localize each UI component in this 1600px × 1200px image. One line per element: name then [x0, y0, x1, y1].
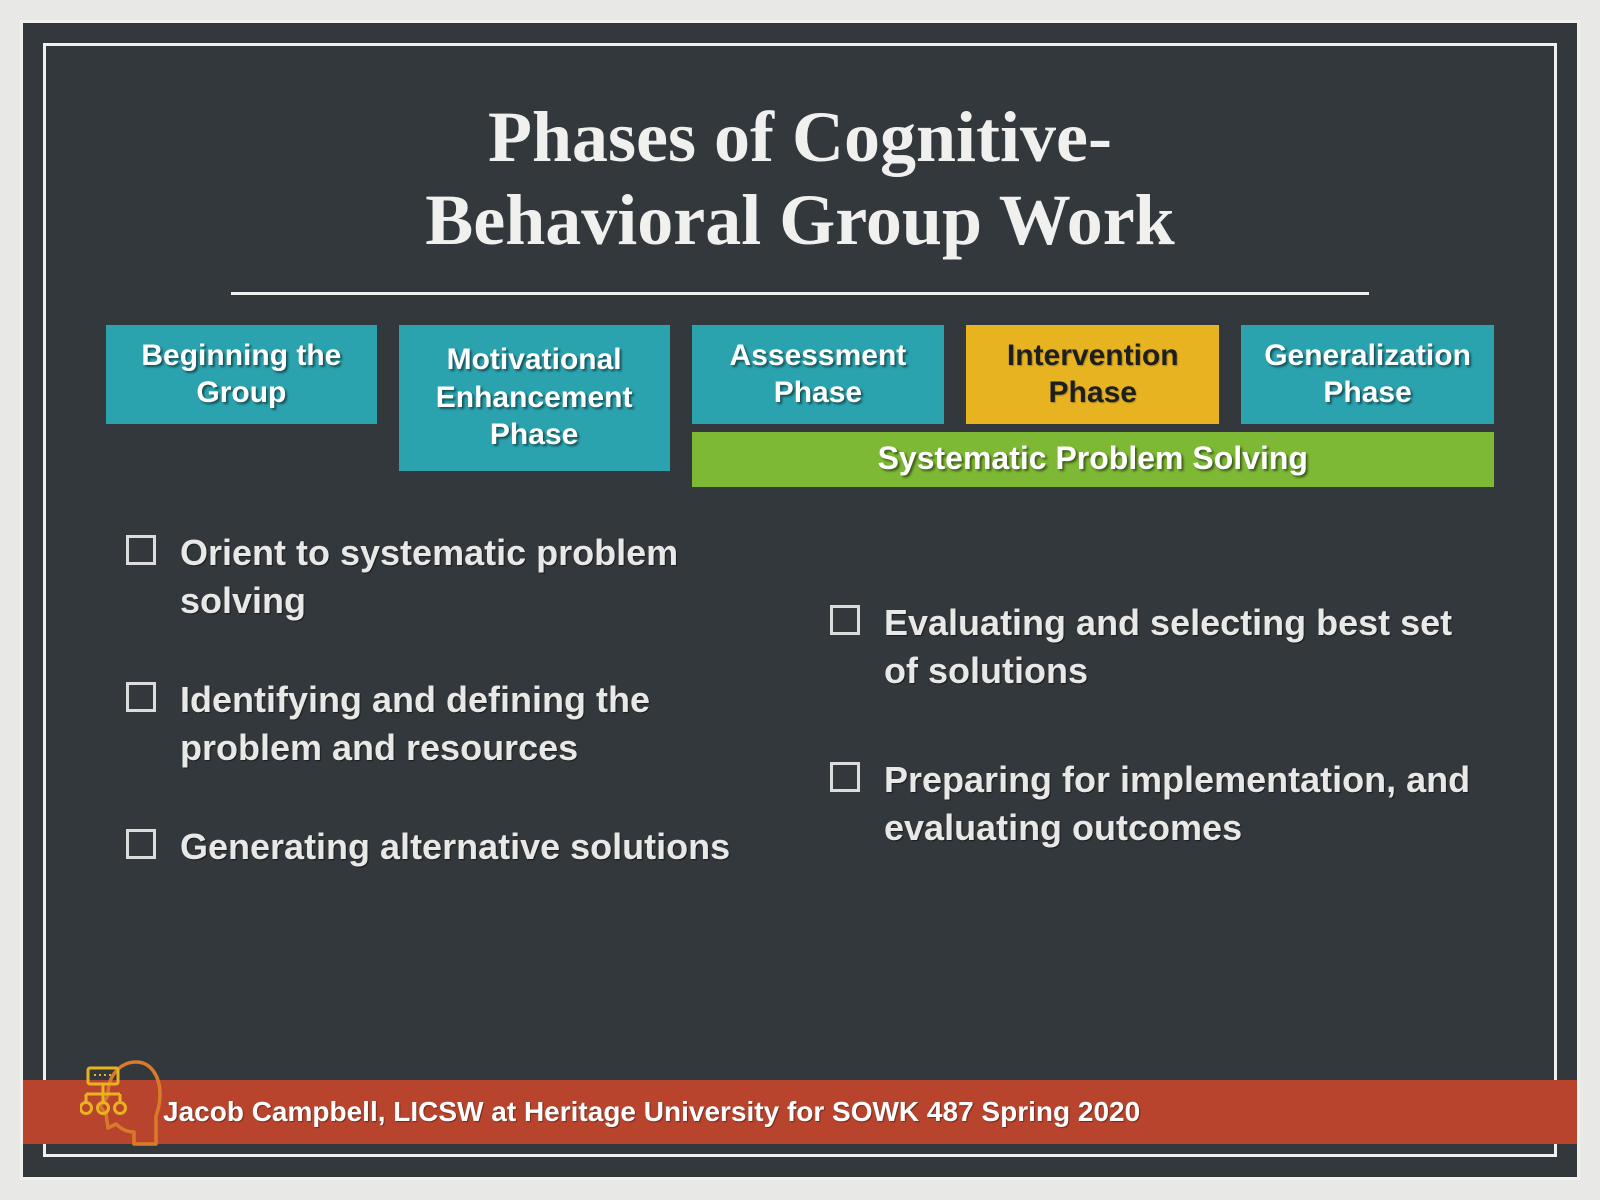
- checkbox-icon: [126, 682, 156, 712]
- check-item: Generating alternative solutions: [126, 823, 770, 872]
- footer-text: Jacob Campbell, LICSW at Heritage Univer…: [163, 1096, 1140, 1128]
- phase-generalization: Generalization Phase: [1241, 325, 1494, 424]
- check-item-text: Orient to systematic problem solving: [180, 529, 770, 626]
- check-item-text: Evaluating and selecting best set of sol…: [884, 599, 1474, 696]
- check-item-text: Identifying and defining the problem and…: [180, 676, 770, 773]
- phases-row: Beginning the Group Motivational Enhance…: [106, 325, 1494, 487]
- head-diagram-icon: [80, 1054, 168, 1154]
- title-line-2: Behavioral Group Work: [425, 180, 1174, 260]
- title-divider: [231, 292, 1369, 295]
- checklist-right-column: Evaluating and selecting best set of sol…: [830, 529, 1474, 872]
- slide: Phases of Cognitive- Behavioral Group Wo…: [20, 20, 1580, 1180]
- systematic-problem-solving-bar: Systematic Problem Solving: [692, 432, 1494, 487]
- checkbox-icon: [126, 829, 156, 859]
- checklist-area: Orient to systematic problem solving Ide…: [106, 529, 1494, 872]
- footer-bar: Jacob Campbell, LICSW at Heritage Univer…: [23, 1080, 1577, 1144]
- phases-right-stack: Assessment Phase Intervention Phase Gene…: [692, 325, 1494, 487]
- title-line-1: Phases of Cognitive-: [488, 97, 1112, 177]
- phase-intervention: Intervention Phase: [966, 325, 1219, 424]
- phase-beginning: Beginning the Group: [106, 325, 377, 424]
- check-item: Evaluating and selecting best set of sol…: [830, 599, 1474, 696]
- check-item-text: Preparing for implementation, and evalua…: [884, 756, 1474, 853]
- phases-inner-row: Assessment Phase Intervention Phase Gene…: [692, 325, 1494, 424]
- checklist-left-column: Orient to systematic problem solving Ide…: [126, 529, 770, 872]
- slide-title: Phases of Cognitive- Behavioral Group Wo…: [106, 96, 1494, 262]
- check-item-text: Generating alternative solutions: [180, 823, 730, 872]
- check-item: Orient to systematic problem solving: [126, 529, 770, 626]
- phase-motivational: Motivational Enhancement Phase: [399, 325, 670, 471]
- check-item: Preparing for implementation, and evalua…: [830, 756, 1474, 853]
- checkbox-icon: [830, 605, 860, 635]
- check-item: Identifying and defining the problem and…: [126, 676, 770, 773]
- inner-frame: Phases of Cognitive- Behavioral Group Wo…: [43, 43, 1557, 1157]
- checkbox-icon: [126, 535, 156, 565]
- phase-assessment: Assessment Phase: [692, 325, 945, 424]
- checkbox-icon: [830, 762, 860, 792]
